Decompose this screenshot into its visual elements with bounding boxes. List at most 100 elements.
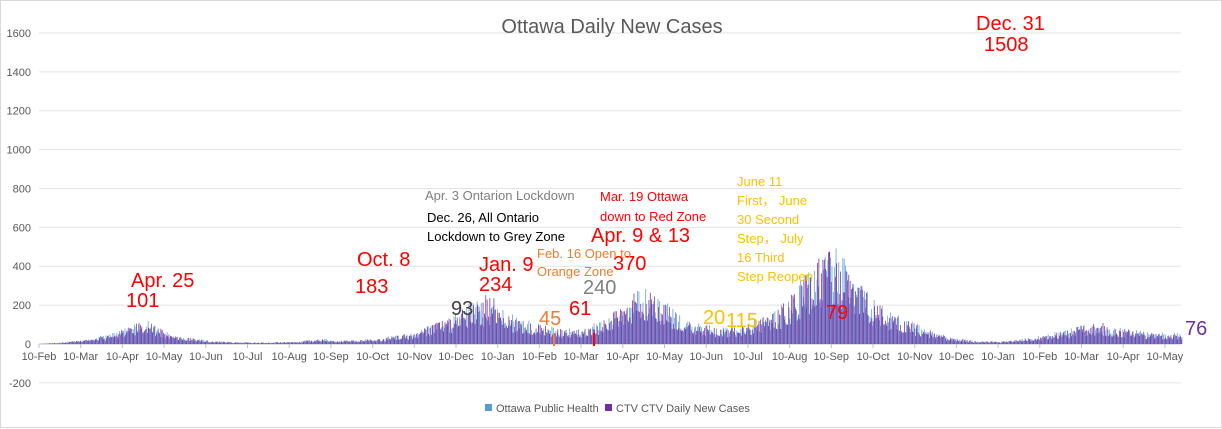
bar bbox=[228, 342, 229, 344]
bar bbox=[1176, 336, 1177, 344]
bar bbox=[1025, 339, 1026, 344]
bar bbox=[952, 338, 953, 344]
bar bbox=[1039, 339, 1040, 344]
bar bbox=[102, 337, 103, 344]
bar bbox=[1149, 337, 1150, 344]
bar bbox=[1048, 339, 1049, 344]
bar bbox=[136, 324, 137, 344]
bar bbox=[646, 304, 647, 344]
bar bbox=[388, 340, 389, 344]
bar bbox=[325, 341, 326, 344]
bar bbox=[284, 342, 285, 344]
bar bbox=[552, 335, 553, 344]
bar bbox=[222, 342, 223, 344]
bar bbox=[61, 343, 62, 344]
bar bbox=[245, 342, 246, 344]
bar bbox=[816, 305, 817, 344]
bar bbox=[654, 297, 655, 344]
bar bbox=[291, 342, 292, 344]
bar bbox=[1075, 332, 1076, 344]
bar bbox=[390, 340, 391, 344]
bar bbox=[596, 333, 597, 344]
bar bbox=[850, 281, 851, 344]
annotation-label: Step Reopen bbox=[737, 269, 813, 284]
bar bbox=[424, 328, 425, 344]
bar bbox=[1142, 335, 1143, 344]
bar bbox=[964, 340, 965, 344]
bar bbox=[450, 320, 451, 344]
bar bbox=[630, 317, 631, 344]
bar bbox=[873, 321, 874, 344]
bar bbox=[114, 336, 115, 344]
bar bbox=[317, 340, 318, 344]
bar bbox=[159, 333, 160, 344]
bar bbox=[541, 328, 542, 344]
bar bbox=[927, 334, 928, 344]
bar bbox=[122, 333, 123, 344]
bar bbox=[971, 342, 972, 344]
bar bbox=[797, 320, 798, 344]
bar bbox=[141, 327, 142, 344]
bar bbox=[286, 343, 287, 344]
bar bbox=[1127, 332, 1128, 344]
bar bbox=[442, 321, 443, 344]
bar bbox=[1086, 330, 1087, 344]
bar bbox=[563, 336, 564, 344]
bar bbox=[65, 342, 66, 344]
bar bbox=[71, 342, 72, 344]
bar bbox=[389, 339, 390, 344]
bar bbox=[1092, 327, 1093, 344]
bar bbox=[483, 303, 484, 344]
bar bbox=[465, 320, 466, 344]
bar bbox=[784, 316, 785, 344]
bar bbox=[635, 302, 636, 344]
bar bbox=[413, 335, 414, 344]
annotation-label: Apr. 25 bbox=[131, 270, 194, 292]
x-tick-label: 10-Feb bbox=[522, 351, 557, 363]
bar bbox=[708, 330, 709, 344]
bar bbox=[1016, 340, 1017, 344]
bar bbox=[438, 323, 439, 344]
bar bbox=[741, 336, 742, 344]
bar bbox=[920, 336, 921, 344]
bar bbox=[605, 324, 606, 344]
bar bbox=[1133, 331, 1134, 344]
bar bbox=[889, 318, 890, 344]
bar bbox=[820, 299, 821, 344]
bar bbox=[859, 314, 860, 344]
x-tick-label: 10-Nov bbox=[897, 351, 933, 363]
bar bbox=[1139, 336, 1140, 344]
bar bbox=[1152, 333, 1153, 344]
bar bbox=[1018, 341, 1019, 344]
bar bbox=[759, 321, 760, 344]
bar bbox=[725, 332, 726, 344]
bar bbox=[447, 320, 448, 344]
bar bbox=[616, 311, 617, 344]
bar bbox=[492, 314, 493, 344]
bar bbox=[324, 341, 325, 344]
bar bbox=[636, 303, 637, 344]
bar bbox=[1051, 338, 1052, 344]
bar bbox=[86, 340, 87, 344]
bar bbox=[60, 343, 61, 344]
bar bbox=[73, 342, 74, 344]
bar bbox=[368, 341, 369, 344]
bar bbox=[1058, 339, 1059, 344]
bar bbox=[925, 334, 926, 344]
bar bbox=[810, 277, 811, 344]
bar bbox=[358, 341, 359, 344]
bar bbox=[1160, 336, 1161, 344]
annotation-label: 115 bbox=[726, 310, 758, 332]
bar bbox=[1009, 341, 1010, 344]
bar bbox=[939, 336, 940, 344]
bar bbox=[855, 291, 856, 344]
bar bbox=[670, 317, 671, 344]
bar bbox=[786, 325, 787, 344]
bar bbox=[967, 340, 968, 344]
x-tick-label: 10-Sep bbox=[814, 351, 849, 363]
bar bbox=[702, 332, 703, 344]
bar bbox=[69, 342, 70, 344]
annotation-label: Jan. 9 bbox=[479, 254, 533, 276]
bar bbox=[991, 341, 992, 344]
annotation-label: Oct. 8 bbox=[357, 249, 410, 271]
